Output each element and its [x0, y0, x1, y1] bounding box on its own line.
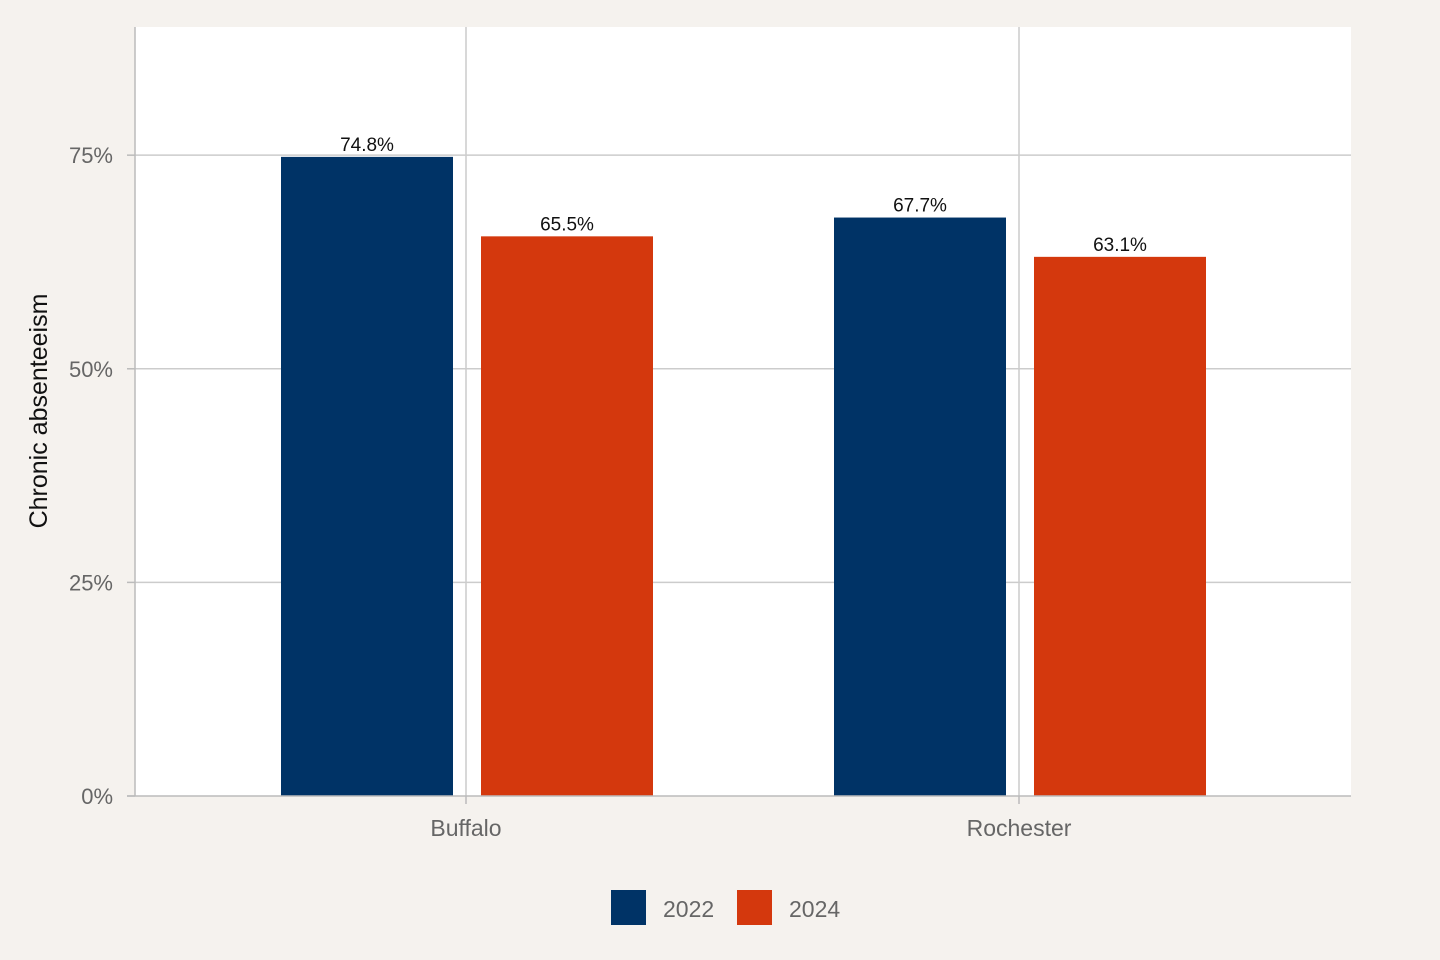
bar-buffalo-2024	[481, 236, 653, 797]
legend-key-2022	[611, 890, 646, 925]
y-tick-labels: 0% 25% 50% 75%	[69, 143, 135, 809]
data-label-buffalo-2024: 65.5%	[540, 214, 594, 235]
data-label-rochester-2024: 63.1%	[1093, 235, 1147, 256]
x-tick-label: Buffalo	[430, 815, 501, 841]
legend-key-2024	[737, 890, 772, 925]
data-label-buffalo-2022: 74.8%	[340, 135, 394, 156]
data-labels: 74.8% 65.5% 67.7% 63.1%	[340, 135, 1147, 256]
bars	[281, 156, 1206, 797]
bar-rochester-2022	[834, 217, 1006, 796]
x-tick-labels: Buffalo Rochester	[430, 796, 1072, 841]
data-label-rochester-2022: 67.7%	[893, 196, 947, 217]
bar-buffalo-2022	[281, 156, 453, 796]
y-tick-label: 75%	[69, 143, 113, 168]
legend: 2022 2024	[611, 890, 840, 925]
y-axis-title: Chronic absenteeism	[25, 294, 53, 529]
y-tick-label: 50%	[69, 357, 113, 382]
y-tick-label: 0%	[81, 784, 113, 809]
x-gridlines	[465, 27, 1020, 796]
bar-rochester-2024	[1034, 256, 1206, 796]
x-tick-label: Rochester	[967, 815, 1072, 841]
legend-label-2024: 2024	[789, 896, 840, 922]
y-tick-label: 25%	[69, 570, 113, 595]
legend-label-2022: 2022	[663, 896, 714, 922]
